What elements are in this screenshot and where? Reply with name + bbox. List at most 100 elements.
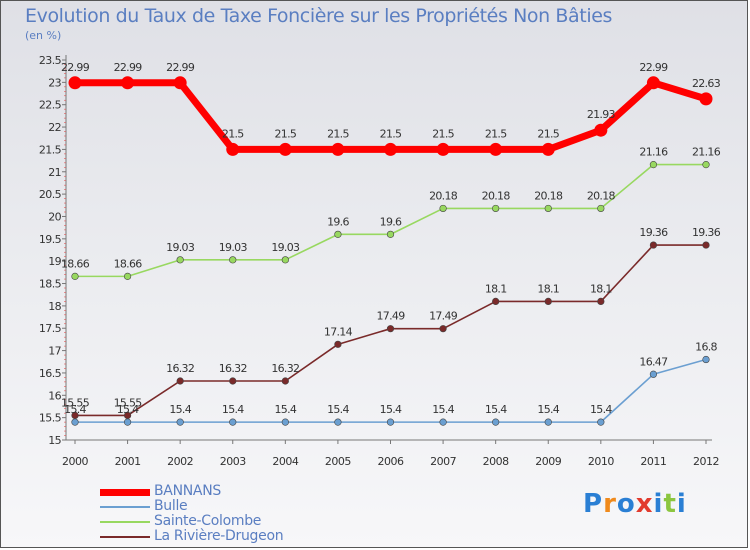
data-point-bulle (281, 418, 289, 426)
data-point-bannans (541, 142, 555, 156)
chart-title: Evolution du Taux de Taxe Foncière sur l… (25, 5, 613, 27)
legend-label: Bulle (154, 498, 188, 514)
x-tick-label: 2005 (325, 455, 351, 468)
data-point-sainte-colombe (71, 272, 79, 280)
x-tick-label: 2002 (167, 455, 193, 468)
data-point-la-rivi-re-drugeon (229, 377, 237, 385)
data-label-bannans: 21.5 (274, 127, 296, 140)
data-label-sainte-colombe: 20.18 (429, 189, 458, 202)
data-point-bannans (68, 76, 82, 90)
data-point-bulle (544, 418, 552, 426)
data-point-sainte-colombe (176, 256, 184, 264)
series-points (68, 76, 713, 426)
x-tick-label: 2010 (588, 455, 614, 468)
data-label-bannans: 21.93 (587, 108, 616, 121)
x-tick-label: 2008 (483, 455, 509, 468)
x-tick-label: 2006 (378, 455, 404, 468)
data-label-bannans: 21.5 (537, 127, 559, 140)
data-label-sainte-colombe: 21.16 (639, 146, 668, 159)
data-label-la-rivi-re-drugeon: 16.32 (219, 362, 247, 375)
y-tick-label: 21.5 (39, 143, 62, 156)
data-label-bulle: 15.4 (169, 403, 191, 416)
data-label-sainte-colombe: 20.18 (534, 189, 563, 202)
data-point-sainte-colombe (492, 204, 500, 213)
data-point-la-rivi-re-drugeon (386, 325, 395, 333)
data-label-bannans: 21.5 (327, 127, 349, 140)
y-tick-label: 17 (48, 345, 61, 358)
logo-letter: r (603, 489, 617, 519)
data-point-sainte-colombe (597, 204, 605, 213)
axes: 15 15.5 16 16.5 17 17.5 18 18.5 19 19.5 20 20.5 21 21… (39, 54, 720, 468)
data-label-sainte-colombe: 18.66 (114, 257, 143, 270)
y-tick-label: 16.5 (39, 367, 62, 380)
y-tick-label: 20.5 (39, 188, 62, 201)
data-point-bulle (386, 418, 395, 426)
data-label-sainte-colombe: 19.03 (219, 241, 248, 254)
data-point-sainte-colombe (702, 161, 710, 169)
data-point-bannans (278, 142, 292, 156)
data-point-bulle (123, 418, 132, 426)
data-point-la-rivi-re-drugeon (649, 241, 658, 249)
logo-letter: i (653, 489, 664, 519)
data-label-la-rivi-re-drugeon: 17.49 (377, 310, 406, 323)
data-point-sainte-colombe (229, 256, 237, 264)
data-point-sainte-colombe (544, 204, 552, 213)
y-tick-label: 20 (48, 210, 61, 223)
data-point-la-rivi-re-drugeon (492, 297, 500, 306)
data-label-bannans: 21.5 (485, 127, 507, 140)
y-tick-label: 15.5 (39, 412, 62, 425)
data-point-bannans (436, 142, 450, 156)
data-label-sainte-colombe: 21.16 (692, 146, 721, 159)
logo-letter: t (663, 489, 677, 519)
data-label-sainte-colombe: 20.18 (482, 189, 511, 202)
data-point-la-rivi-re-drugeon (281, 377, 289, 385)
legend-label: BANNANS (154, 483, 221, 499)
x-tick-label: 2009 (535, 455, 561, 468)
logo-letter: x (635, 489, 654, 519)
x-tick-label: 2007 (430, 455, 456, 468)
data-point-la-rivi-re-drugeon (71, 411, 79, 420)
unit-label: (en %) (25, 29, 62, 42)
y-tick-label: 21 (48, 166, 61, 179)
data-label-bulle: 15.4 (537, 403, 559, 416)
data-label-bannans: 22.99 (114, 61, 143, 74)
data-point-bannans (594, 123, 608, 137)
x-tick-label: 2001 (115, 455, 141, 468)
y-tick-label: 18.5 (39, 278, 62, 291)
legend-swatch (100, 488, 150, 496)
data-point-la-rivi-re-drugeon (702, 241, 710, 249)
data-label-bannans: 21.5 (380, 127, 402, 140)
data-label-sainte-colombe: 20.18 (587, 189, 616, 202)
data-point-sainte-colombe (281, 256, 289, 264)
data-label-la-rivi-re-drugeon: 18.1 (590, 282, 612, 295)
data-point-bulle (492, 418, 500, 426)
y-tick-label: 22.5 (39, 99, 62, 112)
data-label-sainte-colombe: 19.6 (327, 215, 349, 228)
data-point-la-rivi-re-drugeon (334, 340, 342, 348)
logo-letter: o (616, 489, 636, 519)
data-point-la-rivi-re-drugeon (176, 377, 184, 385)
data-point-bannans (173, 76, 187, 90)
data-point-bannans (699, 92, 713, 106)
data-label-bulle: 15.4 (64, 403, 86, 416)
data-point-bulle (229, 418, 237, 426)
data-label-la-rivi-re-drugeon: 17.49 (429, 310, 458, 323)
data-label-sainte-colombe: 19.03 (166, 241, 195, 254)
data-label-la-rivi-re-drugeon: 19.36 (639, 226, 668, 239)
y-tick-label: 17.5 (39, 322, 62, 335)
data-label-bannans: 22.63 (692, 77, 721, 90)
data-label-sainte-colombe: 19.03 (271, 241, 300, 254)
data-point-bannans (384, 142, 397, 156)
data-label-bulle: 15.4 (222, 403, 244, 416)
data-label-la-rivi-re-drugeon: 19.36 (692, 226, 721, 239)
data-point-bulle (597, 418, 605, 426)
data-point-bulle (649, 370, 658, 378)
data-label-sainte-colombe: 19.6 (380, 215, 402, 228)
data-point-la-rivi-re-drugeon (597, 297, 605, 306)
data-point-bannans (331, 142, 345, 156)
data-label-bannans: 21.5 (222, 127, 244, 140)
data-label-la-rivi-re-drugeon: 15.55 (114, 396, 143, 409)
data-label-bannans: 21.5 (432, 127, 454, 140)
data-label-bannans: 22.99 (166, 61, 195, 74)
data-point-bulle (71, 418, 79, 426)
